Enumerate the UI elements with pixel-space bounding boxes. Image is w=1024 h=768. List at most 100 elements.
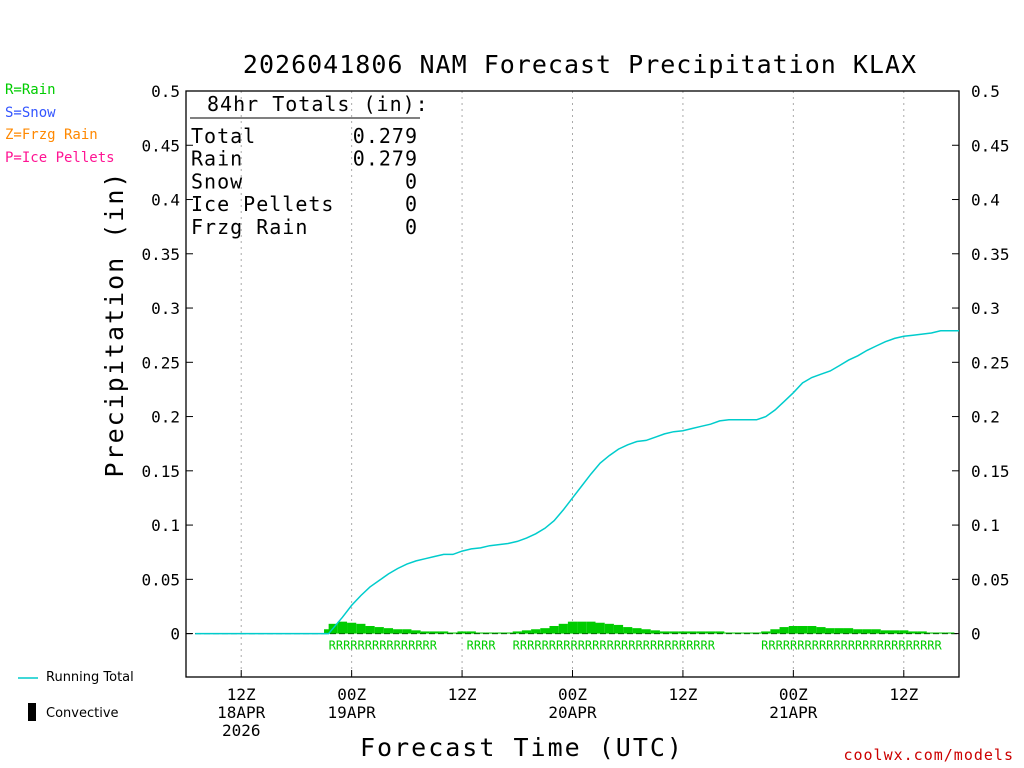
rain-bar [917, 631, 927, 634]
totals-value-2: 0 [405, 169, 418, 193]
rain-bar [889, 630, 900, 634]
legend-ice-pellets: P=Ice Pellets [5, 150, 115, 166]
rain-bar [531, 629, 541, 634]
rain-bar [577, 621, 587, 634]
rain-bar [926, 632, 936, 634]
rain-bar [420, 631, 430, 634]
x-tick-label-4-0: 12Z [668, 685, 697, 704]
precip-type-strip-2: RRRRRRRRRRRRRRRRRRRRRRRRRRRR [513, 639, 716, 653]
chart-title: 2026041806 NAM Forecast Precipitation KL… [242, 50, 918, 79]
y-tick-label-right-9: 0.45 [971, 136, 1010, 155]
rain-bar [411, 630, 421, 634]
y-tick-label-left-5: 0.25 [141, 353, 180, 372]
rain-bar [567, 621, 578, 634]
y-tick-label-left-1: 0.05 [141, 570, 180, 589]
rain-bar [761, 631, 771, 634]
totals-label-1: Rain [191, 147, 243, 171]
convective-legend-swatch [28, 703, 36, 721]
rain-bar [613, 624, 624, 634]
legend-frzg-label: Z=Frzg Rain [5, 127, 98, 143]
y-axis-label: Precipitation (in) [100, 171, 129, 478]
rain-bar [687, 631, 697, 634]
y-tick-label-left-4: 0.2 [151, 408, 180, 427]
rain-bar [448, 632, 458, 634]
rain-bar [632, 628, 642, 634]
y-tick-label-right-4: 0.2 [971, 408, 1000, 427]
totals-heading: 84hr Totals (in): [207, 92, 429, 116]
rain-bar [466, 631, 476, 634]
totals-value-1: 0.279 [353, 147, 418, 171]
rain-bar [595, 622, 605, 634]
rain-bar [512, 631, 522, 634]
rain-bar [880, 630, 890, 634]
totals-label-3: Ice Pellets [191, 192, 334, 216]
y-tick-label-right-8: 0.4 [971, 191, 1000, 210]
rain-bar [641, 629, 651, 634]
rain-bar [807, 625, 817, 634]
y-tick-label-right-2: 0.1 [971, 516, 1000, 535]
rain-bar [770, 629, 780, 634]
rain-bar [834, 628, 844, 634]
rain-bar [945, 632, 955, 634]
totals-label-4: Frzg Rain [191, 215, 308, 239]
x-tick-label-0-0: 12Z [227, 685, 256, 704]
rain-bar [521, 630, 532, 634]
y-tick-label-left-0: 0 [170, 625, 180, 644]
precip-type-strip-0: RRRRRRRRRRRRRRR [329, 639, 438, 653]
rain-bar [797, 625, 808, 634]
rain-bar [742, 632, 752, 634]
rain-bar [393, 629, 403, 634]
rain-bar [503, 632, 513, 634]
rain-bar [494, 632, 504, 634]
y-tick-label-right-1: 0.05 [971, 570, 1010, 589]
y-tick-label-left-10: 0.5 [151, 82, 180, 101]
rain-bar [549, 625, 559, 634]
rain-bar [650, 630, 660, 634]
rain-bar [715, 631, 725, 634]
y-tick-label-left-7: 0.35 [141, 245, 180, 264]
x-tick-label-3-0: 00Z [558, 685, 587, 704]
rain-bar [383, 628, 394, 634]
rain-bar [623, 627, 633, 634]
rain-bar [586, 621, 596, 634]
rain-bar [825, 628, 835, 634]
totals-value-0: 0.279 [353, 124, 418, 148]
y-tick-label-right-7: 0.35 [971, 245, 1010, 264]
x-tick-label-1-1: 19APR [328, 703, 377, 722]
rain-bar [935, 632, 946, 634]
rain-bar [669, 631, 679, 634]
rain-bar [365, 625, 375, 634]
rain-bar [816, 627, 826, 634]
y-tick-label-right-6: 0.3 [971, 299, 1000, 318]
rain-bar [779, 627, 789, 634]
rain-bar [751, 632, 762, 634]
rain-bar [696, 631, 706, 634]
rain-bar [899, 630, 909, 634]
rain-bar [908, 631, 918, 634]
legend-rain: R=Rain [5, 82, 56, 98]
x-tick-label-0-2: 2026 [222, 721, 261, 740]
totals-label-0: Total [191, 124, 256, 148]
x-tick-label-1-0: 00Z [337, 685, 366, 704]
totals-value-4: 0 [405, 215, 418, 239]
footer-url[interactable]: coolwx.com/models [843, 746, 1014, 764]
totals-label-2: Snow [191, 169, 243, 193]
x-tick-label-3-1: 20APR [548, 703, 597, 722]
rain-bar [862, 629, 872, 634]
y-tick-label-right-10: 0.5 [971, 82, 1000, 101]
rain-bar [374, 627, 384, 634]
rain-bar [485, 632, 495, 634]
y-tick-label-right-0: 0 [971, 625, 981, 644]
legend-snow: S=Snow [5, 105, 56, 121]
rain-bar [457, 631, 467, 634]
y-tick-label-right-3: 0.15 [971, 462, 1010, 481]
legend-rain-label: R=Rain [5, 82, 56, 98]
rain-bar [843, 628, 854, 634]
legend-running-total: Running Total [46, 670, 134, 685]
y-tick-label-left-9: 0.45 [141, 136, 180, 155]
rain-bar [788, 625, 798, 634]
rain-bar [540, 628, 550, 634]
legend-frzg-rain: Z=Frzg Rain [5, 127, 98, 143]
rain-bar [871, 629, 881, 634]
